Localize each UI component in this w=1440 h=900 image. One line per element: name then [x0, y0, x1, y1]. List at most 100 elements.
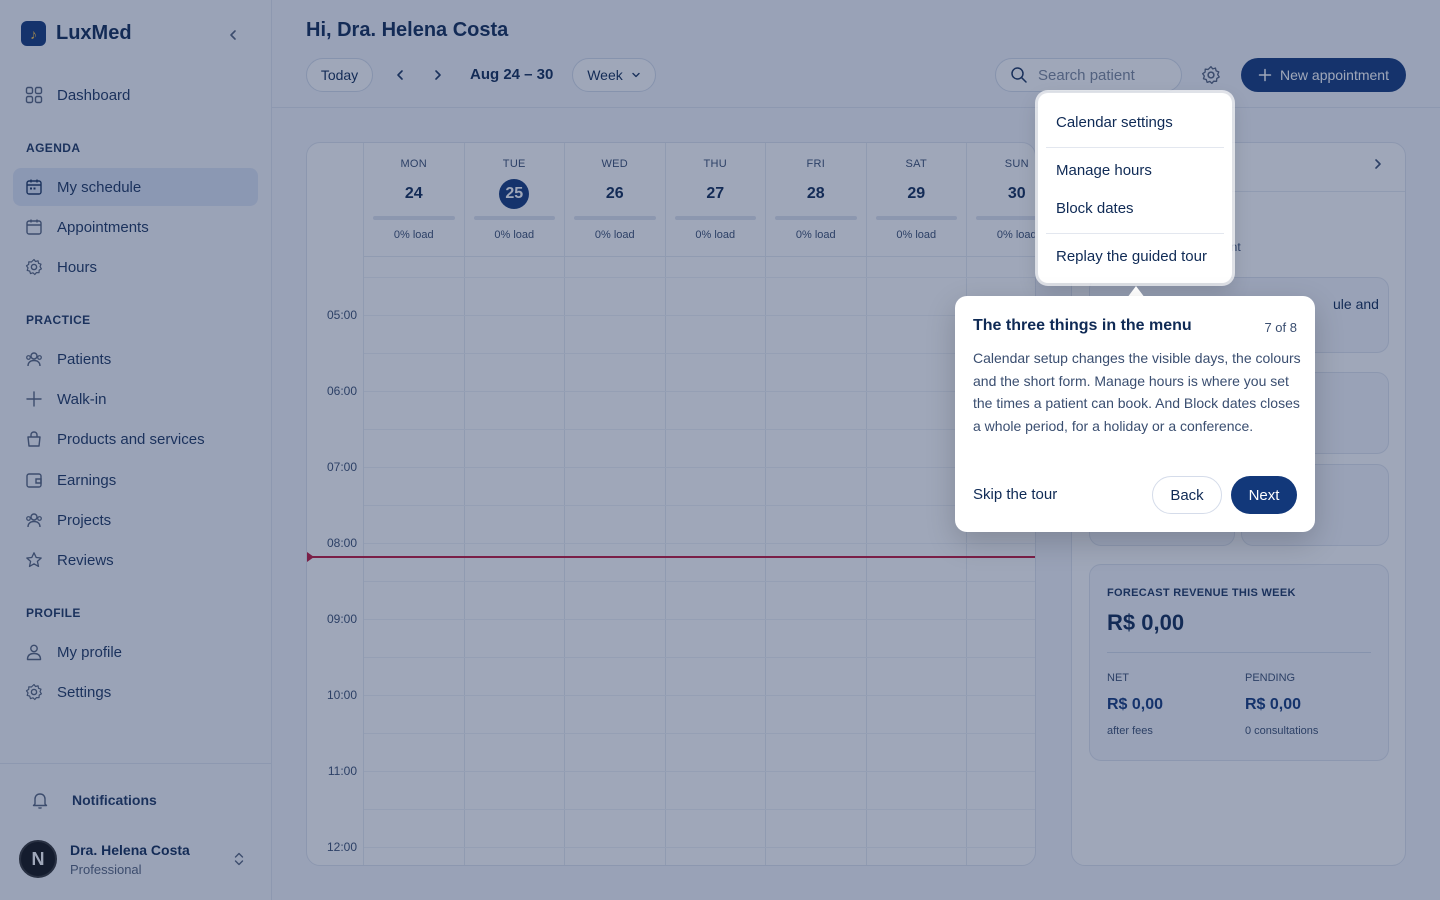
- grid-line: [364, 315, 1035, 316]
- search-box[interactable]: [995, 58, 1182, 92]
- day-column[interactable]: TUE 25 0% load: [464, 143, 565, 865]
- time-column: [307, 143, 364, 865]
- brand-logo-icon: ♪: [21, 21, 46, 46]
- load-bar: [875, 216, 957, 220]
- notifications-button[interactable]: Notifications: [30, 790, 157, 810]
- sidebar-item-dashboard[interactable]: Dashboard: [13, 76, 258, 114]
- sidebar-item-hours[interactable]: Hours: [13, 248, 258, 286]
- sidebar-item-products[interactable]: Products and services: [13, 420, 258, 458]
- tip-card-text: ule and: [1333, 296, 1379, 312]
- menu-item-calendar-settings[interactable]: Calendar settings: [1056, 114, 1173, 131]
- gear-icon: [25, 258, 42, 276]
- sidebar-item-label: Settings: [57, 683, 112, 701]
- view-select-value: Week: [587, 67, 623, 83]
- header-divider: [272, 107, 1440, 108]
- settings-menu: Calendar settings Manage hours Block dat…: [1038, 93, 1232, 283]
- skip-tour-button[interactable]: Skip the tour: [973, 486, 1058, 503]
- day-number[interactable]: 30: [1007, 185, 1026, 202]
- panel-next-button[interactable]: [1372, 157, 1384, 175]
- sidebar-item-my-schedule[interactable]: My schedule: [13, 168, 258, 206]
- grid-icon: [25, 86, 43, 104]
- grid-line: [364, 581, 1035, 582]
- tour-title: The three things in the menu: [973, 317, 1192, 334]
- day-name: TUE: [502, 158, 526, 170]
- day-column[interactable]: SUN 30 0% load: [967, 143, 1035, 865]
- hour-label: 09:00: [326, 612, 357, 626]
- date-range: Aug 24 – 30: [470, 66, 554, 83]
- hour-label: 12:00: [326, 840, 357, 854]
- day-number[interactable]: 24: [404, 185, 423, 202]
- sidebar-item-label: Products and services: [57, 430, 205, 448]
- day-column[interactable]: MON 24 0% load: [364, 143, 465, 865]
- sidebar-item-my-profile[interactable]: My profile: [13, 633, 258, 671]
- day-header: MON 24 0% load: [364, 143, 464, 257]
- collapse-sidebar-button[interactable]: [222, 24, 244, 46]
- day-number[interactable]: 29: [907, 185, 926, 202]
- grid-line: [364, 505, 1035, 506]
- load-bar: [674, 216, 756, 220]
- day-number[interactable]: 28: [806, 185, 825, 202]
- sidebar-divider: [0, 763, 272, 764]
- sidebar-item-reviews[interactable]: Reviews: [13, 541, 258, 579]
- day-name: SUN: [1004, 158, 1029, 170]
- sidebar-item-label: Earnings: [57, 471, 117, 489]
- search-input[interactable]: [1038, 66, 1168, 84]
- user-menu[interactable]: N Dra. Helena Costa Professional: [19, 840, 190, 878]
- week-calendar: MON 24 0% load TUE 25 0% load WED 26 0% load THU 2…: [306, 142, 1036, 866]
- day-header: SAT 29 0% load: [866, 143, 966, 257]
- day-column[interactable]: FRI 28 0% load: [766, 143, 867, 865]
- hour-label: 10:00: [326, 688, 357, 702]
- grid-line: [364, 429, 1035, 430]
- sidebar-item-label: Hours: [57, 258, 98, 276]
- day-number[interactable]: 25: [499, 179, 530, 209]
- avatar: N: [19, 840, 57, 878]
- brand-name: LuxMed: [56, 22, 132, 44]
- current-time-line: [307, 556, 1035, 558]
- tour-next-button[interactable]: Next: [1231, 476, 1297, 514]
- net-note: after fees: [1107, 725, 1153, 737]
- sidebar-item-appointments[interactable]: Appointments: [13, 208, 258, 246]
- menu-item-block-dates[interactable]: Block dates: [1056, 200, 1134, 217]
- new-appointment-button[interactable]: New appointment: [1241, 58, 1406, 92]
- day-column[interactable]: WED 26 0% load: [565, 143, 666, 865]
- brand[interactable]: ♪ LuxMed: [21, 21, 132, 46]
- user-switch-button[interactable]: [232, 851, 246, 870]
- load-label: 0% load: [695, 229, 736, 241]
- tour-body: Calendar setup changes the visible days,…: [973, 350, 1301, 434]
- hour-label: 06:00: [326, 384, 357, 398]
- day-header: FRI 28 0% load: [766, 143, 866, 257]
- notifications-label: Notifications: [72, 792, 157, 808]
- user-name: Dra. Helena Costa: [70, 841, 190, 858]
- day-name: FRI: [806, 158, 826, 170]
- hour-label: 07:00: [326, 460, 357, 474]
- hour-label: 05:00: [326, 308, 357, 322]
- day-number[interactable]: 27: [706, 185, 725, 202]
- plus-icon: [26, 391, 42, 407]
- pending-label: PENDING: [1245, 672, 1296, 684]
- calendar-settings-button[interactable]: [1200, 64, 1222, 86]
- next-week-button[interactable]: [427, 64, 449, 86]
- day-number[interactable]: 26: [605, 185, 624, 202]
- sidebar-item-walk-in[interactable]: Walk-in: [13, 380, 258, 418]
- today-button[interactable]: Today: [306, 58, 373, 92]
- menu-item-replay-tour[interactable]: Replay the guided tour: [1056, 248, 1207, 265]
- chevron-left-icon: [397, 70, 403, 80]
- page-title: Hi, Dra. Helena Costa: [306, 19, 509, 41]
- section-practice: PRACTICE: [26, 313, 91, 327]
- view-select[interactable]: Week: [572, 58, 656, 92]
- sidebar-item-settings[interactable]: Settings: [13, 673, 258, 711]
- day-column[interactable]: THU 27 0% load: [665, 143, 766, 865]
- sidebar-item-patients[interactable]: Patients: [13, 340, 258, 378]
- day-name: THU: [703, 158, 727, 170]
- sidebar-item-projects[interactable]: Projects: [13, 501, 258, 539]
- menu-item-manage-hours[interactable]: Manage hours: [1056, 162, 1152, 179]
- menu-divider: [1046, 147, 1224, 148]
- prev-week-button[interactable]: [389, 64, 411, 86]
- grid-line: [364, 467, 1035, 468]
- tour-back-button[interactable]: Back: [1152, 476, 1222, 514]
- day-header: THU 27 0% load: [665, 143, 765, 257]
- day-header: SUN 30 0% load: [967, 143, 1035, 257]
- forecast-title: FORECAST REVENUE THIS WEEK: [1107, 587, 1296, 599]
- sidebar-item-earnings[interactable]: Earnings: [13, 461, 258, 499]
- forecast-amount: R$ 0,00: [1107, 610, 1185, 635]
